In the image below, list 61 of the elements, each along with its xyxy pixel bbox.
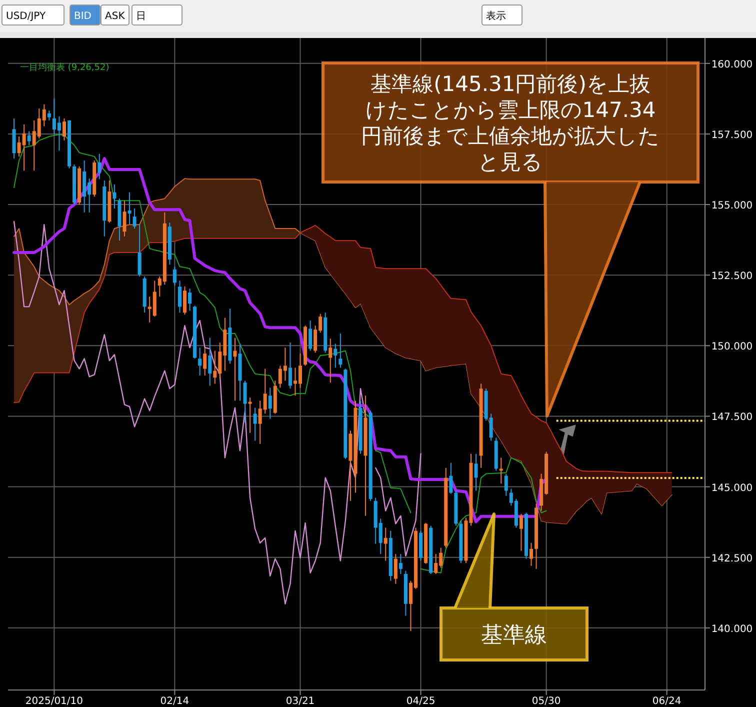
candlestick bbox=[474, 453, 478, 492]
candlestick bbox=[529, 542, 534, 566]
candlestick bbox=[47, 110, 51, 121]
y-tick-label: 140.000 bbox=[711, 624, 753, 635]
candlestick bbox=[268, 387, 272, 420]
candlestick bbox=[328, 338, 332, 384]
candlestick bbox=[288, 342, 292, 390]
text: BID bbox=[74, 11, 92, 22]
y-tick-label: 155.000 bbox=[711, 200, 753, 212]
candlestick bbox=[203, 348, 207, 376]
annotation: 一目均衡表 (9,26,52) bbox=[20, 62, 110, 73]
candlestick bbox=[198, 347, 202, 376]
candlestick bbox=[172, 266, 176, 286]
text: ASK bbox=[105, 11, 126, 22]
x-tick-label: 05/30 bbox=[532, 696, 561, 707]
candlestick bbox=[308, 320, 312, 352]
annotation: 基準線(145.31円前後)を上抜けたことから雲上限の147.34円前後まで上値余地が拡大したと見る bbox=[361, 72, 660, 174]
annotation: 基準線 bbox=[481, 622, 547, 648]
candlestick bbox=[188, 288, 192, 312]
candlestick bbox=[338, 333, 342, 368]
text: 日 bbox=[136, 11, 146, 22]
candlestick bbox=[128, 192, 132, 225]
y-tick-label: 160.000 bbox=[711, 59, 753, 70]
candlestick bbox=[398, 553, 402, 574]
candlestick bbox=[394, 553, 398, 584]
candlestick bbox=[27, 130, 31, 146]
candlestick bbox=[504, 473, 508, 496]
y-tick-label: 142.500 bbox=[711, 553, 753, 564]
candlestick bbox=[499, 457, 503, 484]
y-tick-label: 157.500 bbox=[711, 130, 753, 141]
x-tick-label: 2025/01/10 bbox=[25, 696, 84, 707]
candlestick bbox=[519, 513, 523, 552]
text: 表示 bbox=[486, 10, 506, 22]
candlestick bbox=[112, 184, 116, 209]
y-tick-label: 150.000 bbox=[711, 342, 753, 353]
candlestick bbox=[243, 380, 247, 424]
candlestick bbox=[122, 200, 126, 237]
candlestick bbox=[178, 280, 182, 314]
line-series bbox=[14, 178, 672, 524]
y-tick-label: 152.500 bbox=[711, 271, 753, 282]
x-tick-label: 02/14 bbox=[160, 696, 190, 707]
candlestick bbox=[334, 343, 338, 368]
y-tick-label: 147.500 bbox=[711, 412, 753, 424]
candlestick bbox=[233, 337, 237, 402]
candlestick bbox=[98, 153, 102, 180]
candlestick bbox=[132, 208, 136, 230]
text: USD/JPY bbox=[6, 11, 46, 22]
x-tick-label: 03/21 bbox=[286, 696, 315, 707]
line-series bbox=[14, 224, 672, 474]
candlestick bbox=[62, 118, 66, 141]
x-tick-label: 06/24 bbox=[652, 696, 682, 707]
candlestick bbox=[12, 118, 16, 160]
candlestick bbox=[253, 407, 257, 442]
candlestick bbox=[248, 397, 252, 434]
y-tick-label: 145.000 bbox=[711, 482, 753, 494]
candlestick bbox=[183, 286, 187, 316]
candlestick bbox=[449, 462, 453, 494]
x-tick-label: 04/25 bbox=[406, 696, 436, 707]
candlestick bbox=[208, 337, 212, 386]
candlestick bbox=[384, 527, 388, 562]
candlestick bbox=[138, 224, 142, 277]
